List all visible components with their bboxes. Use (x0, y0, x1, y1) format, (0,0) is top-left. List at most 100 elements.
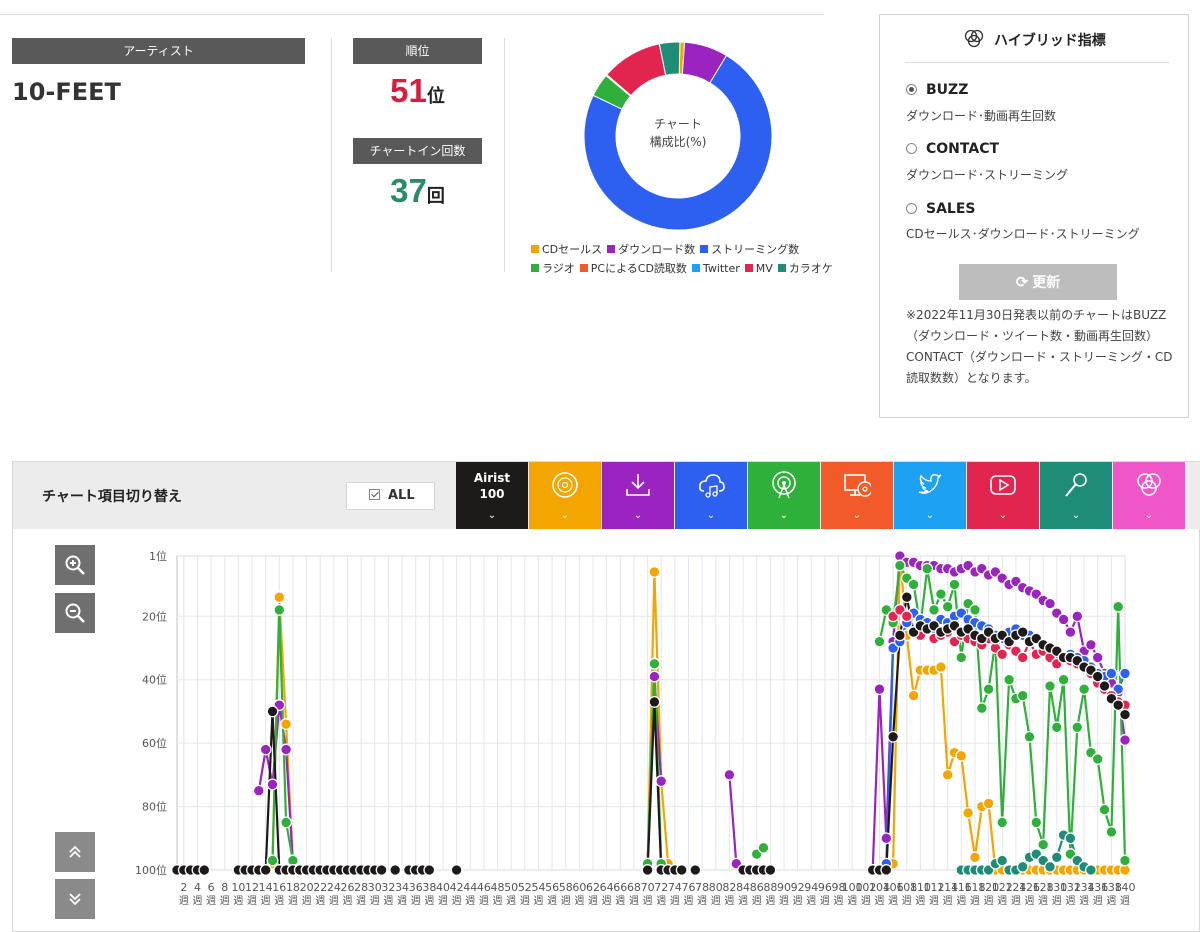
scroll-up-button[interactable] (55, 832, 95, 872)
data-point[interactable] (880, 864, 893, 876)
data-point[interactable] (689, 864, 702, 876)
zoom-in-button[interactable] (55, 545, 95, 585)
data-point[interactable] (1084, 864, 1097, 876)
data-point[interactable] (934, 588, 947, 601)
tab-twitter[interactable]: ⌄ (894, 462, 966, 529)
data-point[interactable] (723, 768, 736, 781)
data-point[interactable] (969, 851, 981, 864)
data-point[interactable] (1071, 610, 1084, 623)
data-point[interactable] (1091, 651, 1104, 664)
all-checkbox[interactable]: ALL (346, 482, 435, 510)
tab-youtube[interactable]: ⌄ (967, 462, 1039, 529)
data-point[interactable] (1084, 638, 1097, 651)
data-point[interactable] (757, 841, 770, 854)
tab-cloud-music[interactable]: ⌄ (675, 462, 747, 529)
data-point[interactable] (1050, 851, 1063, 864)
data-point[interactable] (1119, 734, 1131, 746)
tab-airist[interactable]: Airist 100 ⌄ (456, 462, 528, 529)
data-point[interactable] (1044, 680, 1056, 692)
data-point[interactable] (982, 683, 995, 696)
data-point[interactable] (873, 635, 886, 648)
data-point[interactable] (675, 864, 688, 876)
data-point[interactable] (648, 670, 661, 683)
tab-pc-cd[interactable]: ⌄ (821, 462, 893, 529)
data-point[interactable] (1098, 803, 1111, 816)
data-point[interactable] (880, 832, 893, 845)
scroll-down-button[interactable] (55, 879, 95, 919)
data-point[interactable] (266, 705, 279, 718)
data-point[interactable] (941, 768, 954, 781)
radio-buzz[interactable] (906, 84, 917, 95)
option-sales[interactable]: SALES (906, 198, 976, 217)
data-point[interactable] (1023, 730, 1036, 743)
data-point[interactable] (280, 718, 293, 731)
data-point[interactable] (1016, 626, 1029, 639)
data-point[interactable] (1064, 832, 1077, 845)
data-point[interactable] (450, 864, 463, 876)
data-point[interactable] (1064, 626, 1077, 639)
data-point[interactable] (375, 864, 388, 876)
data-point[interactable] (764, 864, 777, 876)
data-point[interactable] (962, 806, 975, 819)
data-point[interactable] (921, 562, 934, 575)
data-point[interactable] (975, 702, 988, 715)
data-point[interactable] (1030, 816, 1043, 829)
data-point[interactable] (1044, 597, 1056, 610)
data-point[interactable] (1105, 667, 1118, 680)
data-point[interactable] (1057, 613, 1070, 626)
data-point[interactable] (928, 603, 940, 616)
data-point[interactable] (1112, 699, 1125, 712)
zoom-out-button[interactable] (55, 593, 95, 633)
data-point[interactable] (641, 864, 654, 876)
data-point[interactable] (1044, 860, 1056, 873)
data-point[interactable] (266, 854, 279, 867)
data-point[interactable] (1003, 673, 1016, 686)
data-point[interactable] (873, 683, 886, 696)
data-point[interactable] (1037, 838, 1050, 851)
data-point[interactable] (955, 749, 968, 762)
data-point[interactable] (907, 578, 920, 591)
data-point[interactable] (893, 559, 906, 572)
data-point[interactable] (1057, 673, 1070, 686)
data-point[interactable] (1119, 708, 1131, 721)
data-point[interactable] (900, 591, 913, 604)
data-point[interactable] (955, 651, 968, 664)
data-point[interactable] (1112, 600, 1125, 613)
data-point[interactable] (996, 648, 1009, 661)
data-point[interactable] (259, 864, 272, 876)
data-point[interactable] (1078, 683, 1091, 696)
radio-sales[interactable] (906, 203, 917, 214)
option-buzz[interactable]: BUZZ (906, 79, 968, 98)
data-point[interactable] (259, 743, 272, 756)
data-point[interactable] (266, 778, 279, 791)
data-point[interactable] (1091, 753, 1104, 765)
option-contact[interactable]: CONTACT (906, 138, 999, 157)
data-point[interactable] (1071, 721, 1084, 734)
data-point[interactable] (273, 591, 286, 604)
data-point[interactable] (1119, 667, 1131, 680)
data-point[interactable] (893, 629, 906, 642)
data-point[interactable] (1016, 860, 1029, 873)
data-point[interactable] (198, 864, 211, 876)
data-point[interactable] (941, 600, 954, 613)
tab-mic[interactable]: ⌄ (1040, 462, 1112, 529)
data-point[interactable] (934, 661, 947, 673)
tab-radio[interactable]: ⌄ (748, 462, 820, 529)
radio-contact[interactable] (906, 143, 917, 154)
data-point[interactable] (1050, 721, 1063, 734)
data-point[interactable] (1098, 680, 1111, 692)
data-point[interactable] (280, 816, 293, 829)
tab-hybrid[interactable]: ⌄ (1113, 462, 1185, 529)
data-point[interactable] (1016, 689, 1029, 702)
data-point[interactable] (423, 864, 436, 876)
data-point[interactable] (648, 565, 661, 578)
data-point[interactable] (900, 610, 913, 623)
tab-download[interactable]: ⌄ (602, 462, 674, 529)
data-point[interactable] (389, 864, 402, 876)
data-point[interactable] (948, 578, 961, 591)
data-point[interactable] (907, 689, 920, 702)
data-point[interactable] (648, 695, 661, 708)
data-point[interactable] (996, 854, 1009, 867)
data-point[interactable] (969, 603, 981, 616)
data-point[interactable] (982, 797, 995, 810)
